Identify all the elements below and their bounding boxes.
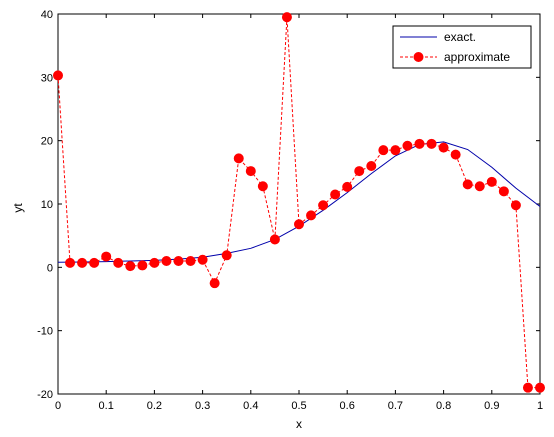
- y-tick-label: 30: [41, 72, 53, 84]
- data-point-approximate: [330, 189, 341, 200]
- data-point-approximate: [53, 70, 63, 81]
- data-point-approximate: [209, 278, 220, 289]
- data-point-approximate: [221, 250, 232, 261]
- data-point-approximate: [306, 210, 317, 221]
- x-tick-label: 0.2: [147, 400, 162, 412]
- y-tick-label: -20: [37, 389, 53, 401]
- y-tick-labels: -20 -10 0 10 20 30 40: [37, 9, 53, 401]
- x-tick-label: 0.9: [484, 400, 499, 412]
- series-markers: [53, 12, 545, 393]
- data-point-approximate: [77, 257, 88, 268]
- data-point-approximate: [89, 257, 100, 268]
- data-point-approximate: [414, 138, 425, 149]
- x-tick-label: 0.1: [99, 400, 114, 412]
- data-point-approximate: [173, 256, 184, 266]
- data-point-approximate: [486, 176, 497, 187]
- x-tick-label: 1: [537, 400, 543, 412]
- data-point-approximate: [197, 254, 208, 265]
- data-point-approximate: [450, 149, 461, 160]
- data-point-approximate: [161, 256, 172, 266]
- data-point-approximate: [318, 200, 329, 211]
- data-point-approximate: [281, 12, 292, 23]
- data-point-approximate: [294, 219, 304, 230]
- y-tick-label: 20: [41, 136, 53, 148]
- y-axis-label: yt: [11, 203, 25, 213]
- axis-ticks: [57, 13, 541, 395]
- data-point-approximate: [462, 179, 473, 190]
- data-point-approximate: [101, 251, 112, 262]
- data-point-approximate: [269, 234, 280, 245]
- data-point-approximate: [137, 260, 148, 271]
- data-point-approximate: [113, 257, 124, 268]
- plot-area: [57, 13, 541, 395]
- data-point-approximate: [378, 145, 389, 156]
- data-point-approximate: [498, 186, 509, 197]
- data-point-approximate: [245, 166, 256, 177]
- x-tick-label: 0.4: [243, 400, 258, 412]
- data-point-approximate: [510, 200, 521, 211]
- data-point-approximate: [522, 382, 533, 393]
- data-point-approximate: [366, 161, 377, 171]
- x-tick-label: 0.8: [436, 400, 451, 412]
- data-point-approximate: [342, 181, 353, 192]
- data-point-approximate: [426, 138, 437, 149]
- data-point-approximate: [535, 382, 545, 393]
- x-tick-labels: 0 0.1 0.2 0.3 0.4 0.5 0.6 0.7 0.8 0.9 1: [55, 400, 543, 412]
- data-point-approximate: [149, 257, 160, 268]
- legend: exact. approximate: [392, 25, 532, 69]
- data-point-approximate: [354, 166, 365, 177]
- data-point-approximate: [125, 261, 136, 272]
- data-point-approximate: [65, 257, 76, 268]
- x-tick-label: 0.5: [291, 400, 306, 412]
- data-point-approximate: [257, 181, 268, 192]
- y-tick-label: -10: [37, 326, 53, 338]
- data-point-approximate: [474, 181, 485, 192]
- y-tick-label: 0: [47, 262, 53, 274]
- x-tick-label: 0.7: [388, 400, 403, 412]
- data-point-approximate: [185, 256, 196, 266]
- data-point-approximate: [438, 142, 449, 153]
- data-point-approximate: [390, 145, 401, 156]
- x-tick-label: 0.3: [195, 400, 210, 412]
- y-tick-label: 40: [41, 9, 53, 21]
- legend-exact-label: exact.: [444, 30, 476, 44]
- data-point-approximate: [233, 153, 244, 164]
- legend-approximate-label: approximate: [444, 50, 510, 64]
- y-tick-label: 10: [41, 199, 53, 211]
- x-tick-label: 0.6: [340, 400, 355, 412]
- x-tick-label: 0: [55, 400, 61, 412]
- x-axis-label: x: [296, 417, 302, 431]
- data-point-approximate: [402, 140, 413, 151]
- legend-approximate-marker: [413, 52, 424, 62]
